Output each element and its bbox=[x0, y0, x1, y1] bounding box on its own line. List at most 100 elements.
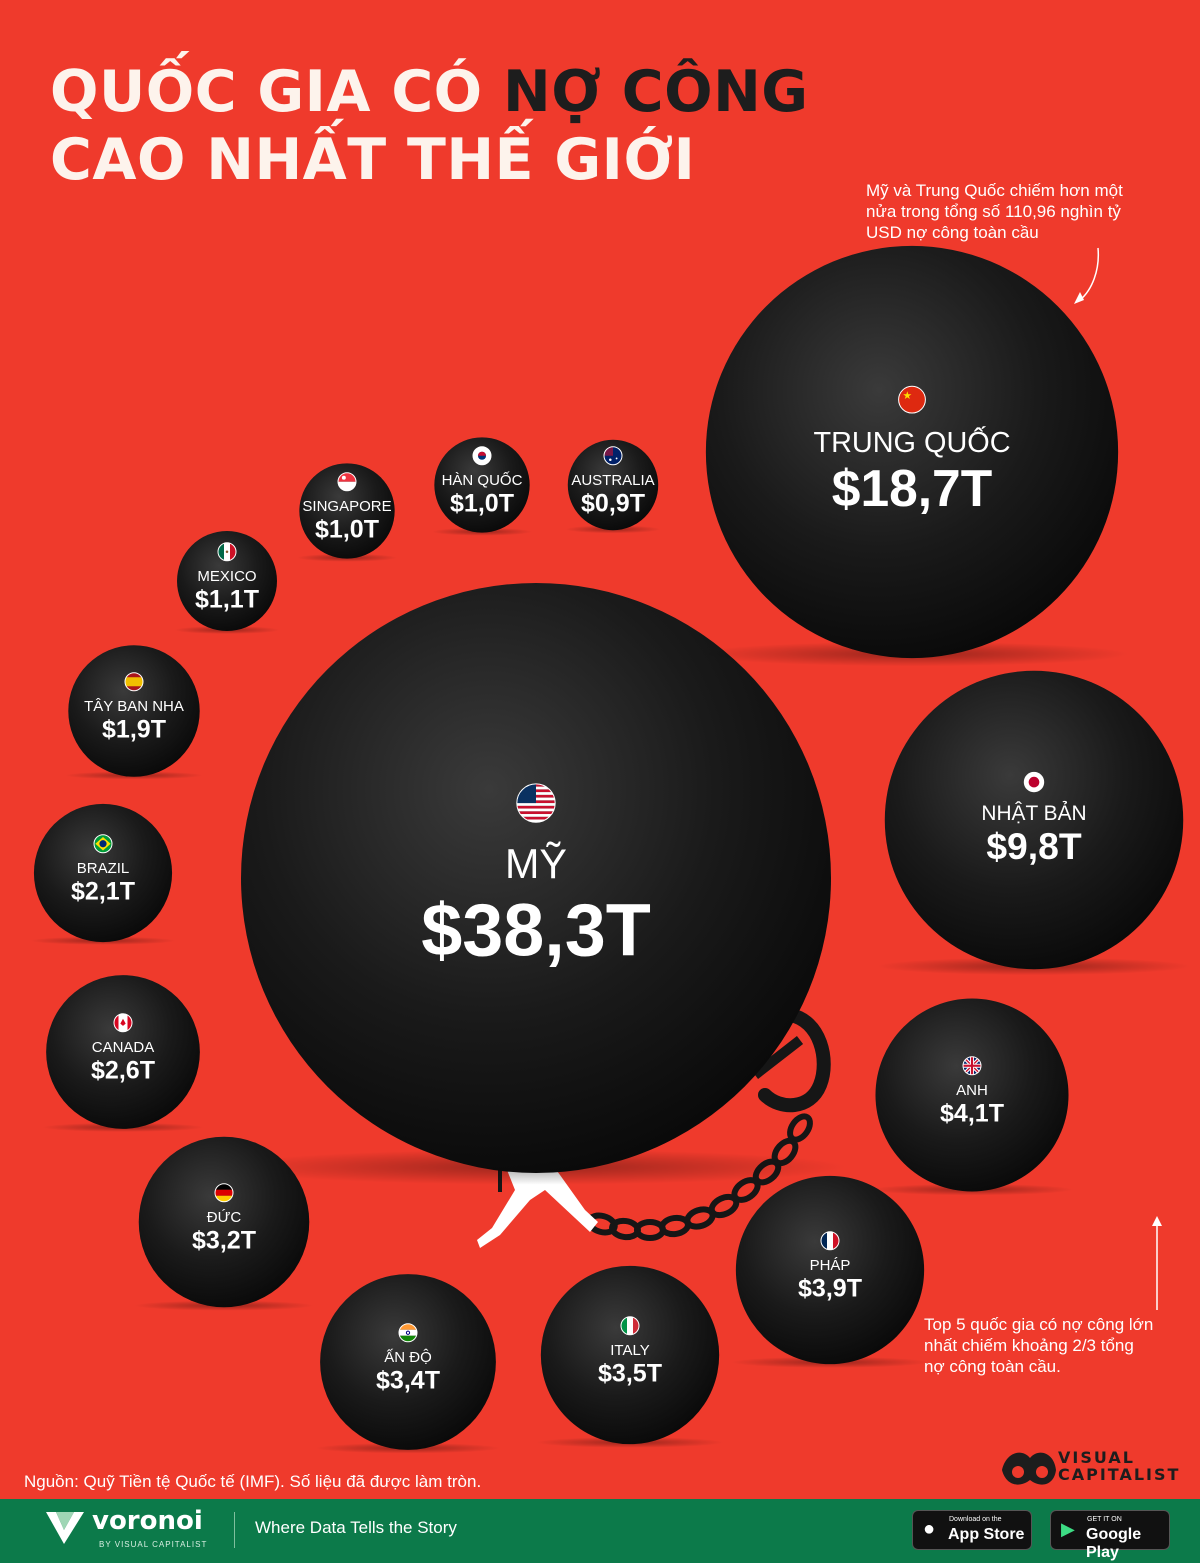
google-play-small: GET IT ON bbox=[1087, 1516, 1122, 1523]
au-flag-icon bbox=[603, 446, 623, 466]
bubble-value-label: $1,0T bbox=[315, 515, 379, 543]
bubble-mark bbox=[884, 670, 1184, 970]
es-flag-icon bbox=[124, 672, 144, 692]
bubble: ★ TRUNG QUỐC$18,7T bbox=[695, 245, 1129, 667]
bubble-mark bbox=[540, 1265, 720, 1445]
sg-flag-icon bbox=[337, 472, 357, 492]
bubble: SINGAPORE$1,0T bbox=[296, 463, 398, 562]
bubble: AUSTRALIA$0,9T bbox=[565, 439, 661, 534]
bubble-mark bbox=[320, 1274, 496, 1450]
note-arrow-bottom bbox=[1152, 1216, 1162, 1310]
bubble-value-label: $18,7T bbox=[832, 459, 992, 517]
bubble-value-label: $1,1T bbox=[195, 585, 259, 613]
bubble: HÀN QUỐC$1,0T bbox=[431, 437, 533, 536]
bubble: PHÁP$3,9T bbox=[731, 1175, 929, 1368]
app-store-small: Download on the bbox=[949, 1516, 1002, 1523]
apple-icon: ● bbox=[923, 1518, 936, 1540]
de-flag-icon bbox=[214, 1183, 234, 1203]
bubble-value-label: $3,9T bbox=[798, 1274, 862, 1302]
bubble-mark bbox=[875, 998, 1069, 1192]
bubble-country-label: CANADA bbox=[92, 1039, 155, 1056]
app-store-button[interactable]: ● Download on the App Store bbox=[912, 1510, 1032, 1550]
bubble-mark bbox=[46, 975, 200, 1129]
visual-capitalist-wordmark: VISUAL CAPITALIST bbox=[1058, 1449, 1180, 1483]
google-play-icon: ▶ bbox=[1061, 1519, 1075, 1539]
title-part1: QUỐC GIA CÓ bbox=[50, 59, 503, 125]
note-top-right: Mỹ và Trung Quốc chiếm hơn một nửa trong… bbox=[866, 180, 1123, 243]
bubble-country-label: TÂY BAN NHA bbox=[84, 698, 184, 715]
visual-capitalist-logo bbox=[1002, 1452, 1056, 1485]
bubble-country-label: BRAZIL bbox=[77, 860, 130, 877]
bubble-country-label: MEXICO bbox=[197, 568, 256, 585]
footer-divider bbox=[234, 1512, 235, 1548]
ca-flag-icon bbox=[113, 1013, 133, 1033]
voronoi-logo-icon bbox=[46, 1512, 84, 1544]
in-flag-icon bbox=[398, 1323, 418, 1343]
bubble-country-label: HÀN QUỐC bbox=[442, 471, 523, 489]
bubble-mark bbox=[705, 245, 1119, 659]
bubble-mark bbox=[68, 645, 200, 777]
bubble-value-label: $38,3T bbox=[421, 888, 651, 971]
bubble-country-label: SINGAPORE bbox=[302, 498, 391, 515]
bubble-country-label: AUSTRALIA bbox=[571, 472, 654, 489]
note-top-line: USD nợ công toàn cầu bbox=[866, 223, 1039, 242]
footer-tagline: Where Data Tells the Story bbox=[255, 1518, 457, 1537]
bubble-mark bbox=[241, 583, 831, 1173]
google-play-label: Google Play bbox=[1086, 1526, 1142, 1561]
title-line2: CAO NHẤT THẾ GIỚI bbox=[50, 127, 696, 193]
bubble: ĐỨC$3,2T bbox=[134, 1136, 314, 1311]
note-bottom-line: nhất chiếm khoảng 2/3 tổng bbox=[924, 1336, 1134, 1355]
bubble: CANADA$2,6T bbox=[42, 975, 204, 1132]
mx-flag-icon bbox=[217, 542, 237, 562]
bubble-country-label: ANH bbox=[956, 1082, 988, 1099]
fr-flag-icon bbox=[820, 1231, 840, 1251]
voronoi-brand: voronoi bbox=[92, 1506, 203, 1536]
bubble-country-label: ITALY bbox=[610, 1342, 649, 1359]
wordmark-line1: VISUAL bbox=[1058, 1448, 1135, 1467]
bubble-value-label: $1,9T bbox=[102, 715, 166, 743]
it-flag-icon bbox=[620, 1316, 640, 1336]
bubble: MEXICO$1,1T bbox=[174, 531, 280, 634]
uk-flag-icon bbox=[962, 1056, 982, 1076]
bubble: ITALY$3,5T bbox=[536, 1265, 724, 1448]
voronoi-brand-sub: BY VISUAL CAPITALIST bbox=[99, 1540, 208, 1549]
bubble: TÂY BAN NHA$1,9T bbox=[65, 645, 203, 780]
bubble-mark bbox=[567, 439, 659, 531]
bubble: MỸ$38,3T bbox=[226, 583, 846, 1185]
bubble-mark bbox=[138, 1136, 310, 1308]
bubble: ẤN ĐỘ$3,4T bbox=[315, 1274, 501, 1454]
bubble-country-label: MỸ bbox=[505, 841, 567, 887]
note-top-line: Mỹ và Trung Quốc chiếm hơn một bbox=[866, 181, 1123, 200]
source-note: Nguồn: Quỹ Tiền tệ Quốc tế (IMF). Số liệ… bbox=[24, 1472, 482, 1491]
app-store-label: App Store bbox=[948, 1526, 1025, 1543]
bubble-mark bbox=[299, 463, 395, 559]
bubble-mark bbox=[177, 531, 277, 631]
bubble-value-label: $1,0T bbox=[450, 489, 514, 517]
title-highlight: NỢ CÔNG bbox=[502, 59, 809, 125]
bubble-value-label: $2,1T bbox=[71, 877, 135, 905]
bubble-mark bbox=[33, 803, 173, 943]
bubble: NHẬT BẢN$9,8T bbox=[877, 670, 1191, 976]
note-arrow-top bbox=[1074, 247, 1100, 304]
bubble-country-label: NHẬT BẢN bbox=[981, 802, 1086, 825]
bubble-value-label: $2,6T bbox=[91, 1056, 155, 1084]
jp-flag-icon bbox=[1023, 771, 1045, 793]
br-flag-icon bbox=[93, 834, 113, 854]
us-flag-icon bbox=[516, 783, 556, 823]
bubble-country-label: ĐỨC bbox=[207, 1209, 242, 1226]
wordmark-line2: CAPITALIST bbox=[1058, 1465, 1181, 1484]
kr-flag-icon bbox=[472, 446, 492, 466]
bubble-chart: MỸ$38,3T ★ TRUNG QUỐC$18,7T NHẬT BẢN$9,8T AN… bbox=[30, 245, 1191, 1454]
bubble-value-label: $9,8T bbox=[986, 825, 1082, 867]
bubble: ANH$4,1T bbox=[870, 998, 1074, 1196]
bubble-country-label: TRUNG QUỐC bbox=[813, 425, 1010, 459]
note-bottom-line: Top 5 quốc gia có nợ công lớn bbox=[924, 1315, 1154, 1334]
bubble-value-label: $4,1T bbox=[940, 1099, 1004, 1127]
google-play-button[interactable]: ▶ GET IT ON Google Play bbox=[1050, 1510, 1170, 1561]
cn-flag-icon: ★ bbox=[898, 385, 926, 414]
note-top-line: nửa trong tổng số 110,96 nghìn tỷ bbox=[866, 202, 1121, 221]
shackle-icon bbox=[751, 1008, 831, 1113]
bubble-value-label: $3,4T bbox=[376, 1366, 440, 1394]
bubble-value-label: $3,2T bbox=[192, 1226, 256, 1254]
